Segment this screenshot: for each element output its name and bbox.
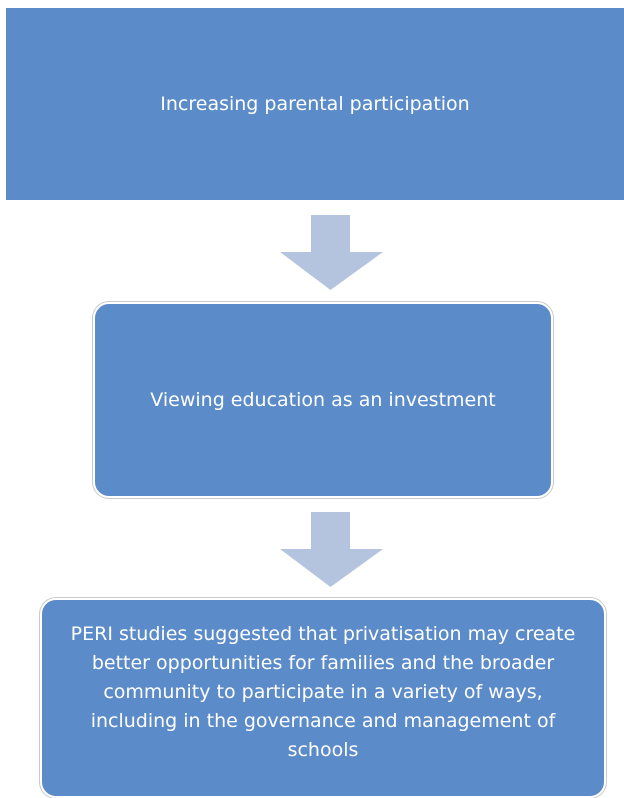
node-label: PERI studies suggested that privatisatio…: [70, 622, 576, 761]
node: Viewing education as an investment: [93, 302, 553, 498]
node-label: Viewing education as an investment: [150, 389, 496, 411]
arrow: [280, 215, 383, 290]
arrow-shape: [280, 512, 383, 587]
node-label: Increasing parental participation: [160, 93, 470, 115]
arrow: [280, 512, 383, 587]
node: PERI studies suggested that privatisatio…: [40, 598, 606, 798]
node: Increasing parental participation: [6, 8, 624, 200]
arrow-shape: [280, 215, 383, 290]
